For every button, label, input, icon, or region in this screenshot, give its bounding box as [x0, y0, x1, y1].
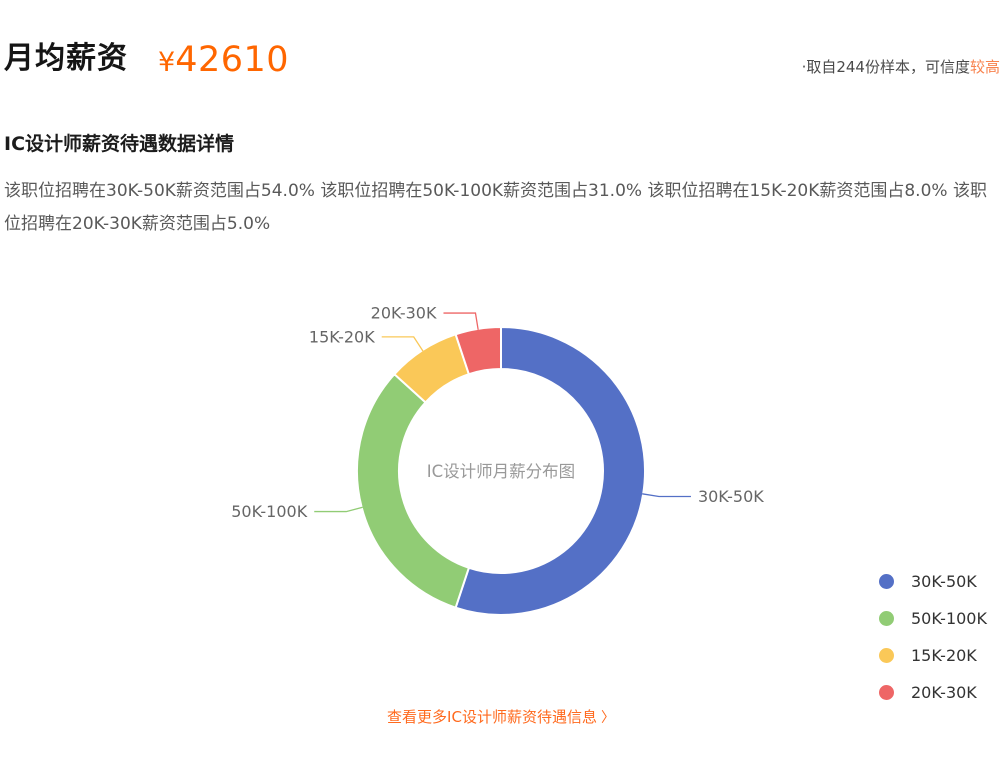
legend-item-15K-20K[interactable]: 15K-20K: [879, 646, 987, 665]
slice-callout-label: 50K-100K: [231, 502, 307, 521]
donut-center-label: IC设计师月薪分布图: [427, 462, 575, 481]
slice-callout-label: 30K-50K: [698, 487, 764, 506]
page-title: 月均薪资: [4, 41, 128, 76]
label-leader-line: [443, 312, 479, 330]
salary-value: 42610: [175, 40, 290, 80]
pie-slice-20K-30K[interactable]: [454, 326, 502, 376]
donut-chart-svg: 30K-50K 50K-100K 15K-20K 20K-30K IC设计师月薪分布图: [231, 304, 764, 616]
legend-label: 50K-100K: [911, 609, 987, 628]
label-leader-line: [381, 336, 424, 352]
more-info-link[interactable]: 查看更多IC设计师薪资待遇信息〉: [0, 706, 1002, 727]
label-leader-line: [314, 506, 363, 513]
sample-note-text: ·取自244份样本，可信度: [801, 58, 970, 76]
donut-chart: 30K-50K 50K-100K 15K-20K 20K-30K IC设计师月薪分布图 …: [0, 280, 1002, 702]
chart-legend: 30K-50K 50K-100K 15K-20K 20K-30K: [879, 572, 987, 702]
pie-slice-50K-100K[interactable]: [356, 373, 470, 609]
legend-item-20K-30K[interactable]: 20K-30K: [879, 683, 987, 702]
legend-marker-icon: [879, 648, 894, 663]
legend-marker-icon: [879, 685, 894, 700]
legend-label: 20K-30K: [911, 683, 977, 702]
sample-note: ·取自244份样本，可信度较高: [802, 56, 1000, 77]
legend-item-30K-50K[interactable]: 30K-50K: [879, 572, 987, 591]
slice-callout-label: 20K-30K: [371, 304, 437, 323]
sample-note-highlight: 较高: [969, 58, 1000, 76]
legend-label: 30K-50K: [911, 572, 977, 591]
more-link-label: 查看更多IC设计师薪资待遇信息: [387, 708, 597, 726]
legend-label: 15K-20K: [911, 646, 977, 665]
chevron-right-icon: 〉: [600, 710, 615, 726]
slice-callout-label: 15K-20K: [309, 327, 375, 346]
legend-item-50K-100K[interactable]: 50K-100K: [879, 609, 987, 628]
legend-marker-icon: [879, 611, 894, 626]
pie-slice-30K-50K[interactable]: [454, 326, 646, 616]
section-heading: IC设计师薪资待遇数据详情: [4, 133, 235, 155]
legend-marker-icon: [879, 574, 894, 589]
average-salary: ¥42610: [158, 40, 289, 80]
salary-distribution-description: 该职位招聘在30K-50K薪资范围占54.0% 该职位招聘在50K-100K薪资…: [4, 181, 987, 234]
currency-symbol: ¥: [158, 47, 176, 78]
label-leader-line: [642, 493, 691, 498]
